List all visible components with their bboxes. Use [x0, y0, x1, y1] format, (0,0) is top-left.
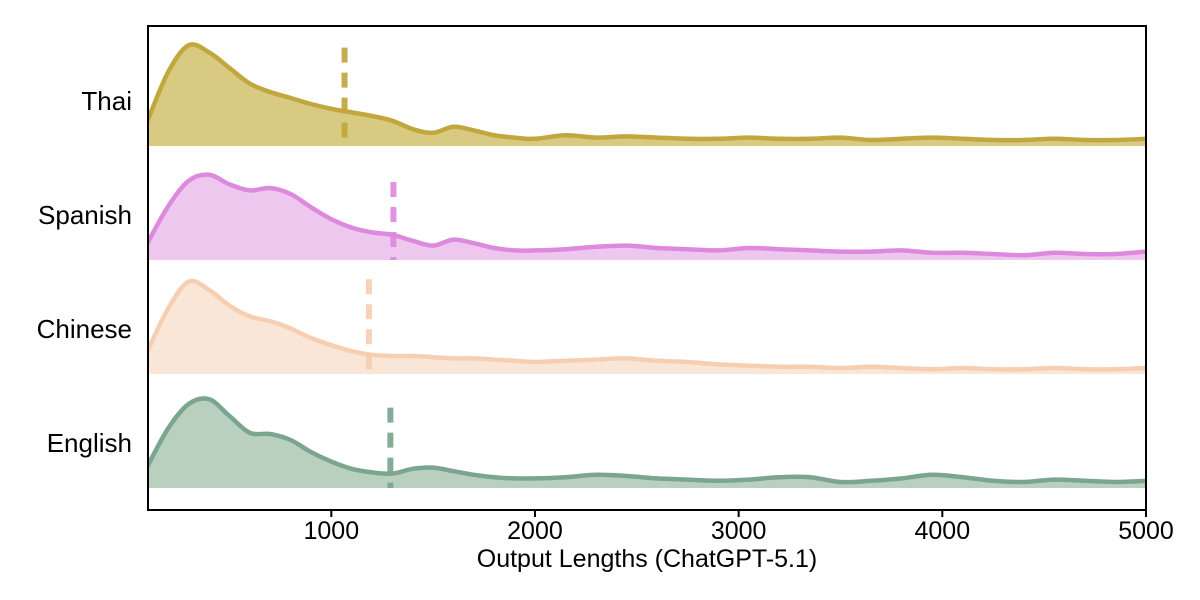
- kde-line-thai: [148, 42, 1146, 143]
- x-axis-title: Output Lengths (ChatGPT-5.1): [477, 545, 817, 573]
- kde-fill-english: [148, 398, 1146, 488]
- x-tick-label-3000: 3000: [711, 517, 767, 545]
- kde-fill-thai: [148, 44, 1146, 146]
- kde-fill-chinese: [148, 280, 1146, 374]
- y-axis-labels: Thai Spanish Chinese English: [37, 86, 132, 458]
- x-tick-label-4000: 4000: [915, 517, 971, 545]
- x-axis: 1000 2000 3000 4000 5000: [303, 510, 1174, 545]
- row-label-chinese: Chinese: [37, 314, 132, 344]
- row-label-english: English: [47, 428, 132, 458]
- kde-line-spanish: [148, 172, 1146, 258]
- row-label-spanish: Spanish: [38, 200, 132, 230]
- ridge-curves-group: [148, 42, 1146, 488]
- kde-line-chinese: [148, 278, 1146, 372]
- kde-fill-spanish: [148, 174, 1146, 260]
- x-tick-label-5000: 5000: [1118, 517, 1174, 545]
- x-tick-label-1000: 1000: [303, 517, 359, 545]
- plot-border: [147, 25, 1147, 511]
- kde-line-english: [148, 396, 1146, 485]
- x-tick-label-2000: 2000: [507, 517, 563, 545]
- row-label-thai: Thai: [81, 86, 132, 116]
